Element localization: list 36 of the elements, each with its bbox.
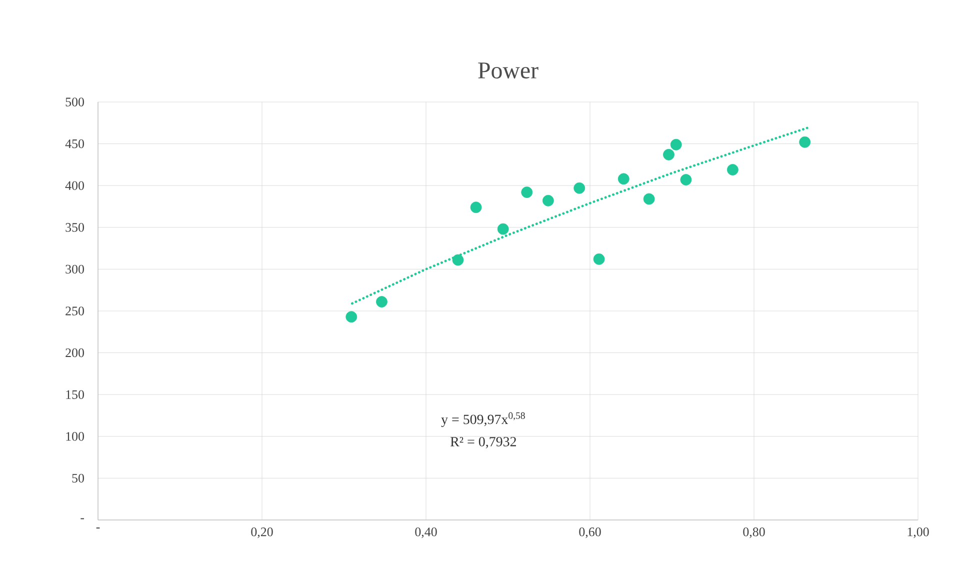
point <box>470 202 482 214</box>
y-tick-label: 400 <box>65 181 84 190</box>
y-tick-label: 150 <box>66 390 84 399</box>
point <box>618 173 630 185</box>
point <box>670 138 682 150</box>
x-tick-label: 0,20 <box>251 528 273 538</box>
y-tick-label: 200 <box>66 348 84 358</box>
point <box>521 186 533 198</box>
point <box>726 164 738 176</box>
point <box>376 296 388 308</box>
y-tick-label: 250 <box>66 306 84 316</box>
point <box>452 254 464 266</box>
point <box>663 148 674 160</box>
point <box>593 253 605 265</box>
point <box>643 193 655 205</box>
y-tick-label: 450 <box>65 139 84 148</box>
annotation: R² = 0,7932 <box>450 436 516 448</box>
point <box>574 182 586 194</box>
y-tick-label: 350 <box>66 223 84 232</box>
point <box>542 194 554 206</box>
point <box>680 174 692 186</box>
y-tick-label: - <box>80 518 84 520</box>
x-tick-label: 0,60 <box>579 528 601 538</box>
y-tick-label: 50 <box>72 474 84 483</box>
y-tick-label: 500 <box>66 98 84 106</box>
line-series <box>351 126 809 305</box>
point <box>497 223 509 235</box>
y-tick-label: 100 <box>66 432 84 441</box>
point <box>799 136 811 148</box>
x-tick-label: 0,40 <box>415 528 437 538</box>
y-tick-label: 300 <box>66 264 84 274</box>
chart-title: Power <box>478 62 538 78</box>
point <box>346 311 358 323</box>
x-tick-label: 1,00 <box>908 528 929 538</box>
annotation: y = 509,97x$^{0,58}$ <box>441 412 525 428</box>
x-tick-label: 0,80 <box>743 528 765 538</box>
